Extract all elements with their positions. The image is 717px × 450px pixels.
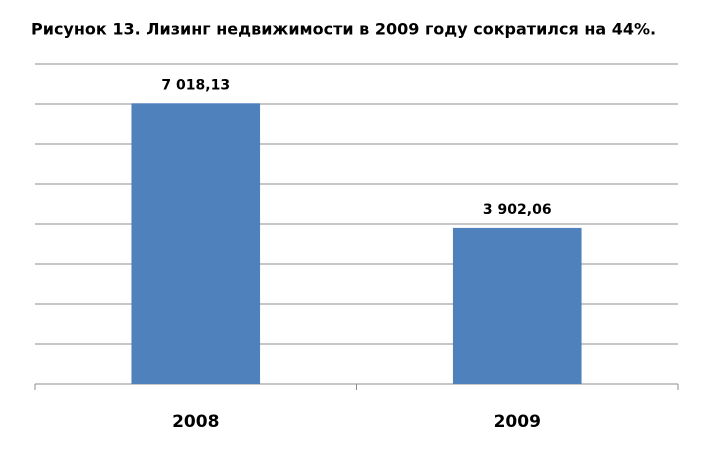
bar bbox=[452, 227, 582, 384]
bar bbox=[131, 103, 261, 384]
x-tick-label: 2008 bbox=[172, 412, 219, 432]
value-label: 7 018,13 bbox=[161, 77, 230, 93]
x-tick-label: 2009 bbox=[494, 412, 541, 432]
chart-title: Рисунок 13. Лизинг недвижимости в 2009 г… bbox=[31, 20, 656, 39]
value-label: 3 902,06 bbox=[483, 202, 552, 218]
